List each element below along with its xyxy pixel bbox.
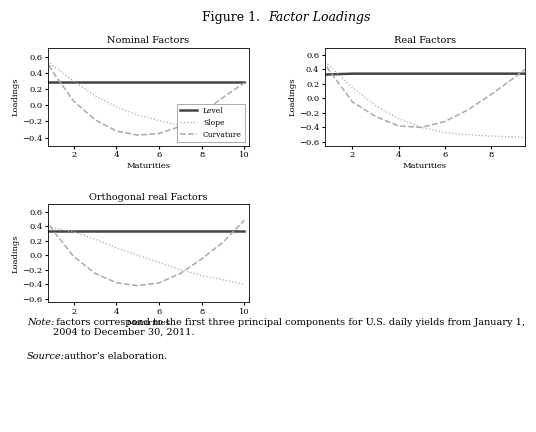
- Y-axis label: Loadings: Loadings: [12, 77, 19, 116]
- X-axis label: Maturities: Maturities: [126, 162, 170, 170]
- Title: Orthogonal real Factors: Orthogonal real Factors: [89, 193, 208, 202]
- Title: Real Factors: Real Factors: [394, 36, 456, 45]
- Text: Note:: Note:: [27, 318, 54, 327]
- Text: Factor Loadings: Factor Loadings: [268, 11, 370, 24]
- Text: factors correspond to the first three principal components for U.S. daily yields: factors correspond to the first three pr…: [53, 318, 525, 337]
- Y-axis label: Loadings: Loadings: [288, 77, 296, 116]
- Text: Figure 1.: Figure 1.: [202, 11, 268, 24]
- Text: Source:: Source:: [27, 352, 65, 361]
- Text: author's elaboration.: author's elaboration.: [61, 352, 167, 361]
- X-axis label: Maturities: Maturities: [126, 319, 170, 327]
- Y-axis label: Loadings: Loadings: [12, 234, 19, 273]
- X-axis label: Maturities: Maturities: [403, 162, 447, 170]
- Legend: Level, Slope, Curvature: Level, Slope, Curvature: [177, 104, 245, 142]
- Title: Nominal Factors: Nominal Factors: [107, 36, 190, 45]
